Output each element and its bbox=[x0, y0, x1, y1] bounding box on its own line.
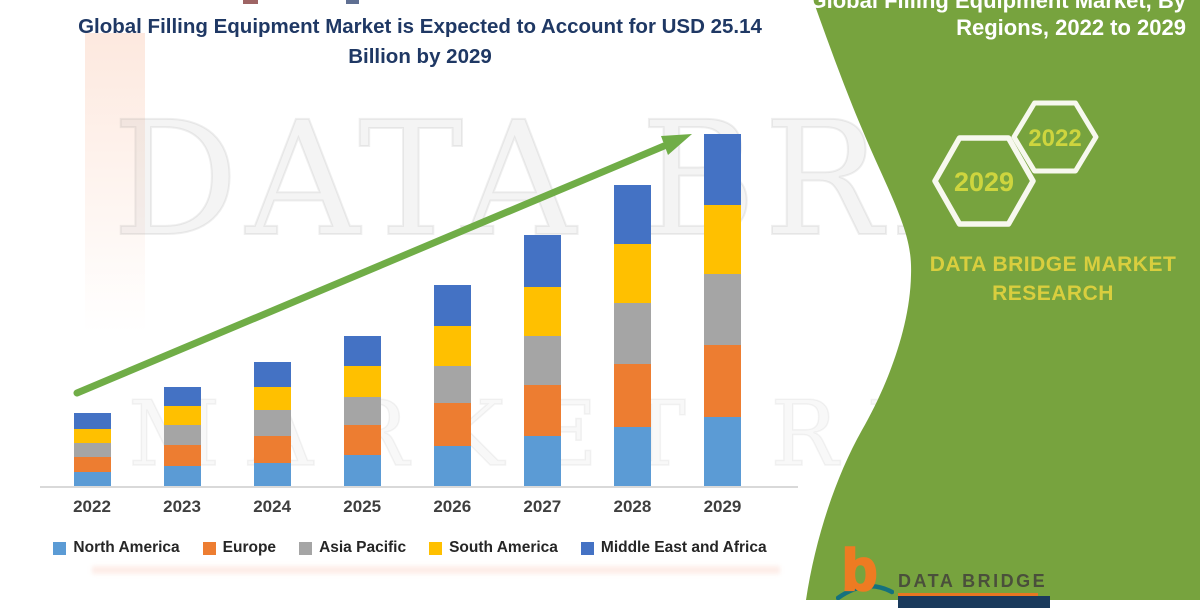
segment-2025-south-america bbox=[343, 366, 381, 398]
hexagon-year-2029: 2029 bbox=[954, 167, 1014, 197]
segment-2023-north-america bbox=[163, 465, 201, 486]
segment-2024-north-america bbox=[253, 462, 291, 486]
segment-2024-south-america bbox=[253, 387, 291, 410]
segment-2022-north-america bbox=[73, 471, 111, 486]
chart-title-line2: Billion by 2029 bbox=[348, 45, 492, 68]
legend-swatch-icon bbox=[299, 541, 313, 555]
segment-2026-middle-east-and-africa bbox=[433, 285, 471, 326]
hexagon-2029-icon bbox=[932, 135, 1036, 227]
legend-swatch-icon bbox=[53, 541, 67, 555]
segment-2025-asia-pacific bbox=[343, 397, 381, 426]
bar-2025 bbox=[343, 336, 381, 486]
segment-2027-middle-east-and-africa bbox=[523, 234, 561, 287]
side-panel-brand: DATA BRIDGE MARKET RESEARCH bbox=[929, 253, 1177, 305]
x-axis-label-2027: 2027 bbox=[523, 497, 562, 516]
x-axis-label-2024: 2024 bbox=[253, 497, 292, 516]
x-axis-label-2026: 2026 bbox=[433, 497, 472, 516]
logo-banner bbox=[898, 596, 1050, 608]
bar-2027 bbox=[523, 234, 561, 486]
hexagon-year-2022: 2022 bbox=[1028, 125, 1081, 152]
segment-2028-middle-east-and-africa bbox=[613, 185, 651, 244]
segment-2028-asia-pacific bbox=[613, 302, 651, 365]
segment-2029-asia-pacific bbox=[703, 273, 741, 346]
segment-2026-south-america bbox=[433, 325, 471, 367]
legend-item-middle-east-and-africa: Middle East and Africa bbox=[580, 539, 767, 557]
segment-2028-south-america bbox=[613, 243, 651, 303]
segment-2023-middle-east-and-africa bbox=[163, 386, 201, 407]
x-axis-label-2022: 2022 bbox=[73, 497, 111, 516]
logo-b-glyph: b bbox=[841, 538, 879, 603]
segment-2026-asia-pacific bbox=[433, 366, 471, 404]
legend-label: Asia Pacific bbox=[319, 539, 407, 556]
segment-2027-north-america bbox=[523, 436, 561, 486]
x-axis-label-2025: 2025 bbox=[343, 497, 382, 516]
logo-swoosh-icon bbox=[836, 584, 894, 600]
segment-2024-asia-pacific bbox=[253, 409, 291, 437]
legend-label: Europe bbox=[222, 539, 277, 556]
segment-2027-south-america bbox=[523, 286, 561, 337]
x-axis-label-2028: 2028 bbox=[613, 497, 652, 516]
segment-2026-europe bbox=[433, 403, 471, 447]
chart-title-line1: Global Filling Equipment Market is Expec… bbox=[78, 15, 762, 38]
hexagon-2022-icon bbox=[1011, 100, 1099, 174]
legend-swatch-icon bbox=[202, 541, 216, 555]
segment-2027-europe bbox=[523, 384, 561, 437]
segment-2025-europe bbox=[343, 425, 381, 456]
segment-2023-asia-pacific bbox=[163, 425, 201, 445]
segment-2022-middle-east-and-africa bbox=[73, 413, 111, 429]
top-edge-artifact bbox=[346, 0, 359, 4]
x-axis-label-2023: 2023 bbox=[163, 497, 201, 516]
bar-2022 bbox=[73, 413, 111, 486]
segment-2028-europe bbox=[613, 364, 651, 428]
bar-2028 bbox=[613, 185, 651, 486]
footer-logo: b DATA BRIDGE bbox=[836, 540, 1126, 608]
pink-watermark-stripe bbox=[85, 33, 145, 333]
segment-2029-middle-east-and-africa bbox=[703, 134, 741, 205]
pink-watermark-smear bbox=[92, 566, 780, 574]
side-panel-title-line2: Regions, 2022 to 2029 bbox=[956, 15, 1186, 40]
trend-arrow bbox=[73, 134, 692, 397]
legend-swatch-icon bbox=[429, 541, 443, 555]
chart-title: Global Filling Equipment Market is Expec… bbox=[10, 12, 830, 72]
legend-item-asia-pacific: Asia Pacific bbox=[299, 539, 406, 557]
segment-2024-europe bbox=[253, 436, 291, 463]
logo-underline bbox=[898, 593, 1038, 596]
segment-2025-north-america bbox=[343, 455, 381, 486]
segment-2029-south-america bbox=[703, 204, 741, 274]
legend-item-europe: Europe bbox=[202, 539, 277, 557]
x-axis-label-2029: 2029 bbox=[703, 497, 742, 516]
segment-2023-europe bbox=[163, 444, 201, 466]
segment-2026-north-america bbox=[433, 446, 471, 486]
legend-label: South America bbox=[449, 539, 558, 556]
trend-arrow-head bbox=[661, 134, 692, 155]
segment-2024-middle-east-and-africa bbox=[253, 362, 291, 388]
legend-label: Middle East and Africa bbox=[600, 539, 767, 556]
legend-item-south-america: South America bbox=[429, 539, 558, 557]
segment-2028-north-america bbox=[613, 427, 651, 486]
legend-swatch-icon bbox=[580, 541, 594, 555]
bar-2023 bbox=[163, 386, 201, 486]
logo-brand-text: DATA BRIDGE bbox=[898, 571, 1048, 591]
bar-2024 bbox=[253, 362, 291, 486]
segment-2027-asia-pacific bbox=[523, 336, 561, 385]
legend-item-north-america: North America bbox=[53, 539, 180, 557]
segment-2025-middle-east-and-africa bbox=[343, 336, 381, 367]
segment-2023-south-america bbox=[163, 406, 201, 426]
x-axis-line bbox=[40, 486, 798, 488]
segment-2029-north-america bbox=[703, 416, 741, 486]
legend-label: North America bbox=[73, 539, 180, 556]
top-edge-artifact bbox=[243, 0, 258, 4]
bar-2029 bbox=[703, 134, 741, 486]
segment-2029-europe bbox=[703, 345, 741, 417]
segment-2022-asia-pacific bbox=[73, 442, 111, 458]
segment-2022-europe bbox=[73, 457, 111, 472]
segment-2022-south-america bbox=[73, 428, 111, 443]
side-panel-title-line1: Global Filling Equipment Market, By bbox=[809, 0, 1186, 13]
side-panel-title: Global Filling Equipment Market, By Regi… bbox=[810, 0, 1186, 41]
chart-legend: North America Europe Asia Pacific South Ame… bbox=[0, 539, 820, 557]
bar-2026 bbox=[433, 285, 471, 486]
